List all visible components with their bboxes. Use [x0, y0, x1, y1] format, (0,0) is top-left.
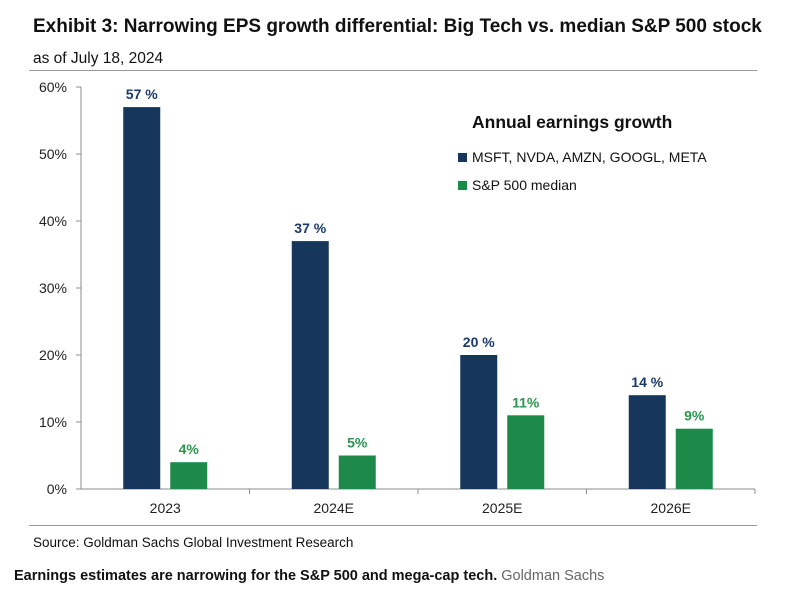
data-label: 14 % [631, 374, 663, 390]
sp500-median-bar [507, 415, 545, 489]
x-tick-label: 2024E [314, 500, 354, 516]
data-label: 20 % [463, 334, 495, 350]
legend-title: Annual earnings growth [472, 112, 672, 132]
x-tick-label: 2023 [150, 500, 181, 516]
data-label: 5% [347, 435, 368, 451]
x-tick-label: 2025E [482, 500, 522, 516]
legend-swatch [458, 153, 467, 162]
data-label: 9% [684, 408, 705, 424]
y-tick-label: 20% [39, 347, 67, 363]
top-divider [29, 70, 757, 71]
caption-text: Earnings estimates are narrowing for the… [14, 568, 498, 584]
y-tick-label: 10% [39, 414, 67, 430]
chart-title: Exhibit 3: Narrowing EPS growth differen… [33, 16, 762, 37]
legend-entry: S&P 500 median [472, 177, 577, 193]
y-tick-label: 40% [39, 213, 67, 229]
sp500-median-bar [675, 428, 713, 489]
big-tech-bar [460, 355, 498, 489]
legend-entry: MSFT, NVDA, AMZN, GOOGL, META [472, 149, 707, 165]
legend-swatch [458, 181, 467, 190]
y-tick-label: 50% [39, 146, 67, 162]
big-tech-bar [628, 395, 666, 489]
big-tech-bar [291, 241, 329, 489]
source-note: Source: Goldman Sachs Global Investment … [33, 535, 354, 550]
sp500-median-bar [170, 462, 208, 489]
data-label: 11% [512, 394, 540, 410]
data-label: 37 % [294, 220, 326, 236]
sp500-median-bar [338, 455, 376, 489]
bar-chart: 0% 10% 20% 30% 40% 50% 60% 2023 57 % 4% 2024E 37 % 5… [39, 79, 756, 516]
data-label: 4% [179, 441, 200, 457]
bottom-divider [29, 525, 757, 526]
y-tick-label: 30% [39, 280, 67, 296]
data-label: 57 % [126, 86, 158, 102]
caption-credit: Goldman Sachs [501, 568, 605, 584]
y-tick-label: 60% [39, 79, 67, 95]
y-tick-label: 0% [47, 481, 67, 497]
chart-subtitle: as of July 18, 2024 [33, 50, 164, 67]
caption: Earnings estimates are narrowing for the… [14, 568, 604, 584]
x-tick-label: 2026E [651, 500, 691, 516]
big-tech-bar [123, 107, 161, 489]
